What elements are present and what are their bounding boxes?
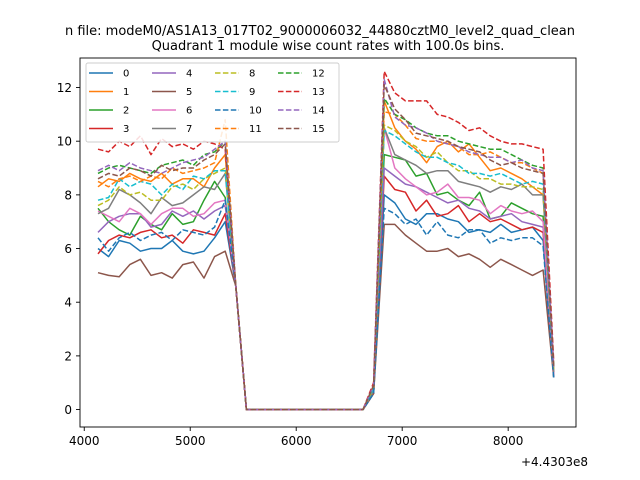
chart-title: Quadrant 1 module wise count rates with … bbox=[152, 39, 505, 54]
legend-label-3: 3 bbox=[123, 124, 129, 135]
x-tick-label-7000: 7000 bbox=[387, 434, 418, 448]
legend-label-6: 6 bbox=[186, 106, 192, 117]
x-offset-label: +4.4303e8 bbox=[521, 455, 588, 469]
y-tick-label-8: 8 bbox=[64, 188, 72, 202]
legend-label-12: 12 bbox=[312, 69, 325, 80]
x-axis: 4000 5000 6000 7000 8000 bbox=[69, 427, 523, 448]
legend-label-2: 2 bbox=[123, 106, 129, 117]
legend-label-5: 5 bbox=[186, 87, 192, 98]
x-tick-label-6000: 6000 bbox=[281, 434, 312, 448]
y-tick-label-4: 4 bbox=[64, 296, 72, 310]
y-tick-label-10: 10 bbox=[57, 135, 72, 149]
legend-label-14: 14 bbox=[312, 106, 325, 117]
legend-label-9: 9 bbox=[249, 87, 255, 98]
legend-label-1: 1 bbox=[123, 87, 129, 98]
figure-suptitle: n file: modeM0/AS1A13_017T02_9000006032_… bbox=[65, 24, 575, 39]
legend-label-13: 13 bbox=[312, 87, 325, 98]
legend-label-0: 0 bbox=[123, 69, 129, 80]
y-axis: 0 2 4 6 8 10 12 bbox=[57, 81, 80, 417]
plot-lines bbox=[97, 70, 555, 411]
plot-area-frame bbox=[79, 57, 577, 428]
legend-box bbox=[85, 62, 340, 143]
legend-label-10: 10 bbox=[249, 106, 262, 117]
series-line-10 bbox=[97, 199, 555, 411]
y-tick-label-6: 6 bbox=[64, 242, 72, 256]
x-tick-label-8000: 8000 bbox=[493, 434, 524, 448]
legend-label-7: 7 bbox=[186, 124, 192, 135]
legend-label-11: 11 bbox=[249, 124, 262, 135]
legend-label-8: 8 bbox=[249, 69, 255, 80]
series-line-15 bbox=[97, 84, 555, 411]
legend-label-4: 4 bbox=[186, 69, 192, 80]
y-tick-label-2: 2 bbox=[64, 349, 72, 363]
x-tick-label-5000: 5000 bbox=[175, 434, 206, 448]
legend-label-15: 15 bbox=[312, 124, 325, 135]
y-tick-label-0: 0 bbox=[64, 403, 72, 417]
x-tick-label-4000: 4000 bbox=[69, 434, 100, 448]
y-tick-label-12: 12 bbox=[57, 81, 72, 95]
